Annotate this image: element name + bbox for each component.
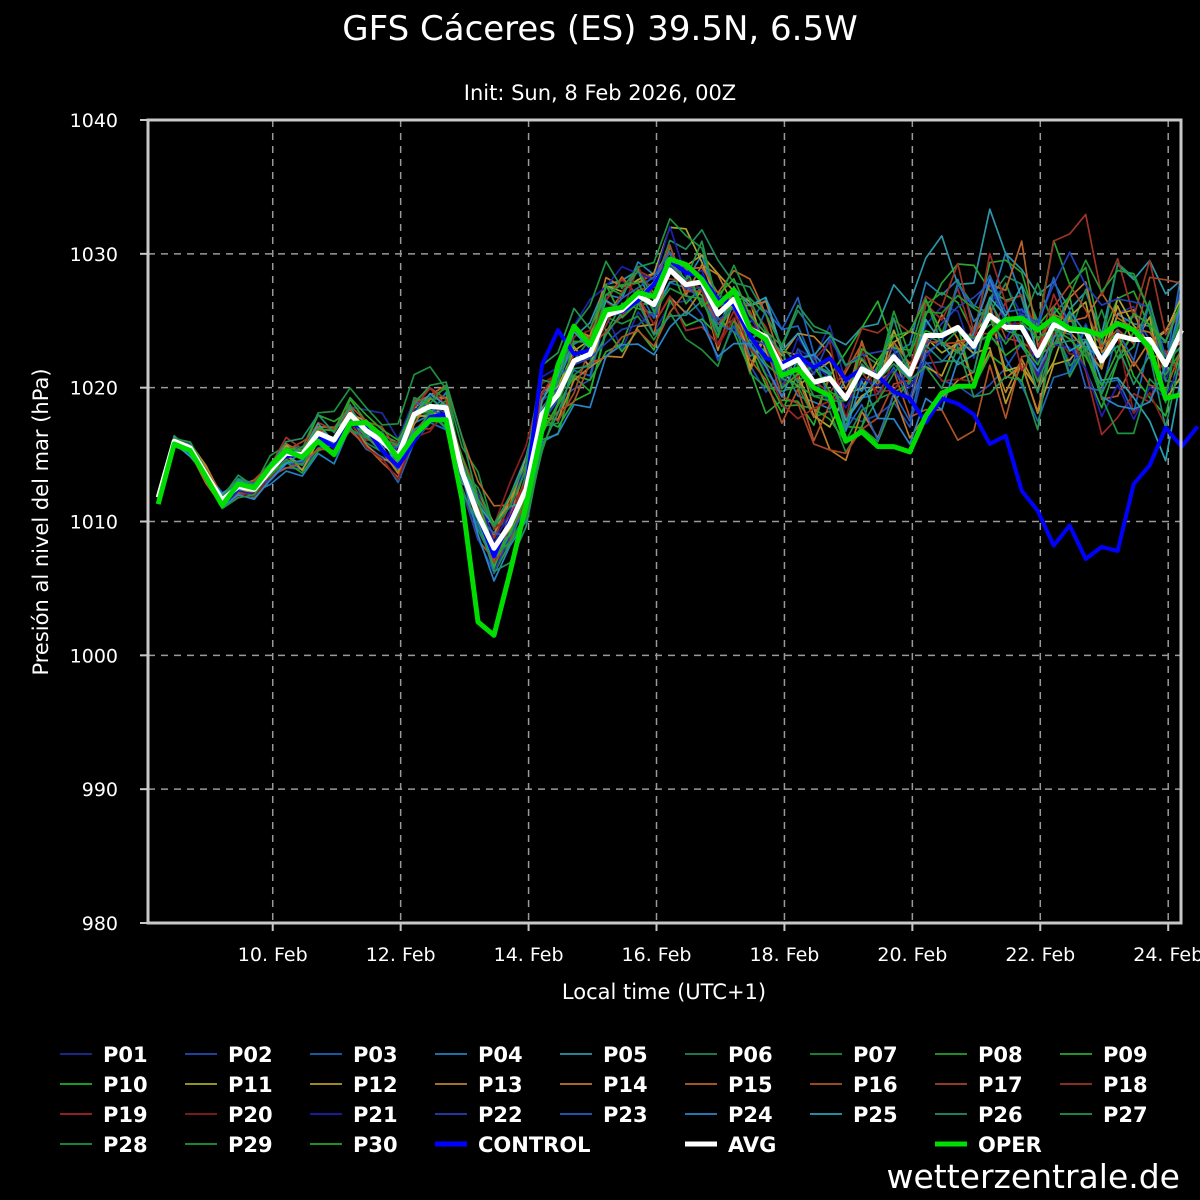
legend-label: P26 xyxy=(978,1103,1023,1127)
legend-label: P23 xyxy=(603,1103,648,1127)
chart-title: GFS Cáceres (ES) 39.5N, 6.5W xyxy=(342,9,857,49)
x-tick-label: 12. Feb xyxy=(366,944,436,966)
legend-label: P16 xyxy=(853,1073,898,1097)
legend-label: P28 xyxy=(103,1133,148,1157)
x-axis-label: Local time (UTC+1) xyxy=(562,980,766,1004)
legend-label: P10 xyxy=(103,1073,148,1097)
x-tick-label: 10. Feb xyxy=(238,944,308,966)
legend-label: P29 xyxy=(228,1133,273,1157)
legend-label: P21 xyxy=(353,1103,398,1127)
legend-label: P19 xyxy=(103,1103,148,1127)
x-tick-label: 14. Feb xyxy=(494,944,564,966)
legend-label: P22 xyxy=(478,1103,523,1127)
y-tick-label: 1020 xyxy=(70,378,118,400)
legend-label: P09 xyxy=(1103,1043,1148,1067)
ensemble-line-p23 xyxy=(157,251,1182,538)
x-tick-label: 22. Feb xyxy=(1005,944,1075,966)
series-line-control xyxy=(156,258,1200,561)
watermark: wetterzentrale.de xyxy=(886,1157,1180,1196)
legend-label: P24 xyxy=(728,1103,773,1127)
series-line-avg xyxy=(155,267,1184,551)
legend-label: P04 xyxy=(478,1043,523,1067)
ensemble-line-p26 xyxy=(157,299,1183,573)
legend-label: AVG xyxy=(728,1133,776,1157)
y-tick-label: 980 xyxy=(82,913,118,935)
legend-label: P07 xyxy=(853,1043,898,1067)
legend-label: P05 xyxy=(603,1043,648,1067)
legend-label: P30 xyxy=(353,1133,398,1157)
legend-label: P27 xyxy=(1103,1103,1148,1127)
series-line-oper xyxy=(155,256,1183,638)
x-tick-label: 16. Feb xyxy=(622,944,692,966)
ensemble-line-p17 xyxy=(157,244,1182,564)
y-tick-label: 1030 xyxy=(70,244,118,266)
legend-label: P17 xyxy=(978,1073,1023,1097)
legend-label: P12 xyxy=(353,1073,398,1097)
legend-label: CONTROL xyxy=(478,1133,591,1157)
legend-label: P15 xyxy=(728,1073,773,1097)
ensemble-line-p15 xyxy=(157,240,1183,507)
chart-subtitle: Init: Sun, 8 Feb 2026, 00Z xyxy=(464,81,736,105)
x-axis-ticks: 10. Feb 12. Feb 14. Feb 16. Feb 18. Feb 20. F… xyxy=(238,923,1200,966)
legend-label: P18 xyxy=(1103,1073,1148,1097)
legend-label: P20 xyxy=(228,1103,273,1127)
main-series-lines xyxy=(155,256,1200,638)
y-tick-label: 1000 xyxy=(70,645,118,667)
y-axis-label: Presión al nivel del mar (hPa) xyxy=(29,368,53,675)
legend-label: P14 xyxy=(603,1073,648,1097)
legend: P01 P02 P03 P04 P05 P06 P07 P08 P09 P10 P11 P12 P13 P… xyxy=(60,1043,1148,1157)
legend-label: P03 xyxy=(353,1043,398,1067)
x-tick-label: 18. Feb xyxy=(749,944,819,966)
legend-label: P25 xyxy=(853,1103,898,1127)
legend-label: P13 xyxy=(478,1073,523,1097)
y-axis-ticks: 980 990 1000 1010 1020 1030 1040 xyxy=(70,110,148,935)
legend-label: P08 xyxy=(978,1043,1023,1067)
ensemble-line-p08 xyxy=(157,239,1183,575)
legend-label: P02 xyxy=(228,1043,273,1067)
legend-label: P11 xyxy=(228,1073,273,1097)
y-tick-label: 1010 xyxy=(70,512,118,534)
y-tick-label: 990 xyxy=(82,779,118,801)
legend-label: P06 xyxy=(728,1043,773,1067)
y-tick-label: 1040 xyxy=(70,110,118,132)
x-tick-label: 24. Feb xyxy=(1133,944,1200,966)
legend-label: OPER xyxy=(978,1133,1042,1157)
legend-label: P01 xyxy=(103,1043,148,1067)
x-tick-label: 20. Feb xyxy=(877,944,947,966)
